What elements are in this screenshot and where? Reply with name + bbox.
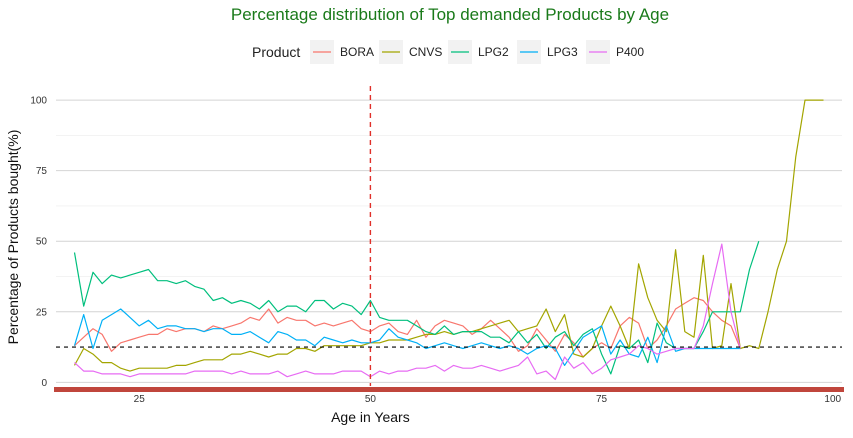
y-tick-label: 25 [36,307,48,318]
series-line-lpg2 [73,241,760,375]
y-axis-title: Percentage of Products bought(%) [5,130,21,345]
legend-label-lpg3: LPG3 [547,45,578,59]
y-tick-label: 100 [30,96,47,107]
x-axis-baseline-bar [54,387,844,392]
legend-label-cnvs: CNVS [409,45,442,59]
series-line-p400 [74,243,741,381]
x-tick-label: 100 [824,394,841,405]
series-line-lpg3 [73,308,741,366]
legend: Product BORA CNVS LPG2 LPG3 P400 [252,40,644,64]
x-tick-label: 25 [134,394,146,405]
y-tick-label: 50 [36,237,48,248]
series-line-cnvs [73,99,824,372]
chart-title: Percentage distribution of Top demanded … [231,5,669,24]
legend-label-lpg2: LPG2 [478,45,509,59]
x-tick-label: 75 [596,394,608,405]
legend-label-bora: BORA [340,45,374,59]
legend-title: Product [252,44,300,60]
y-axis-ticks: 0 25 50 75 100 [30,96,47,389]
x-axis-title: Age in Years [331,409,410,425]
x-tick-label: 50 [365,394,377,405]
y-tick-label: 0 [41,378,47,389]
series-line-bora [74,297,741,358]
legend-label-p400: P400 [616,45,644,59]
y-tick-label: 75 [36,166,48,177]
x-axis-ticks: 25 50 75 100 [134,394,842,405]
grid-lines [56,99,842,383]
series-lines [73,99,824,381]
